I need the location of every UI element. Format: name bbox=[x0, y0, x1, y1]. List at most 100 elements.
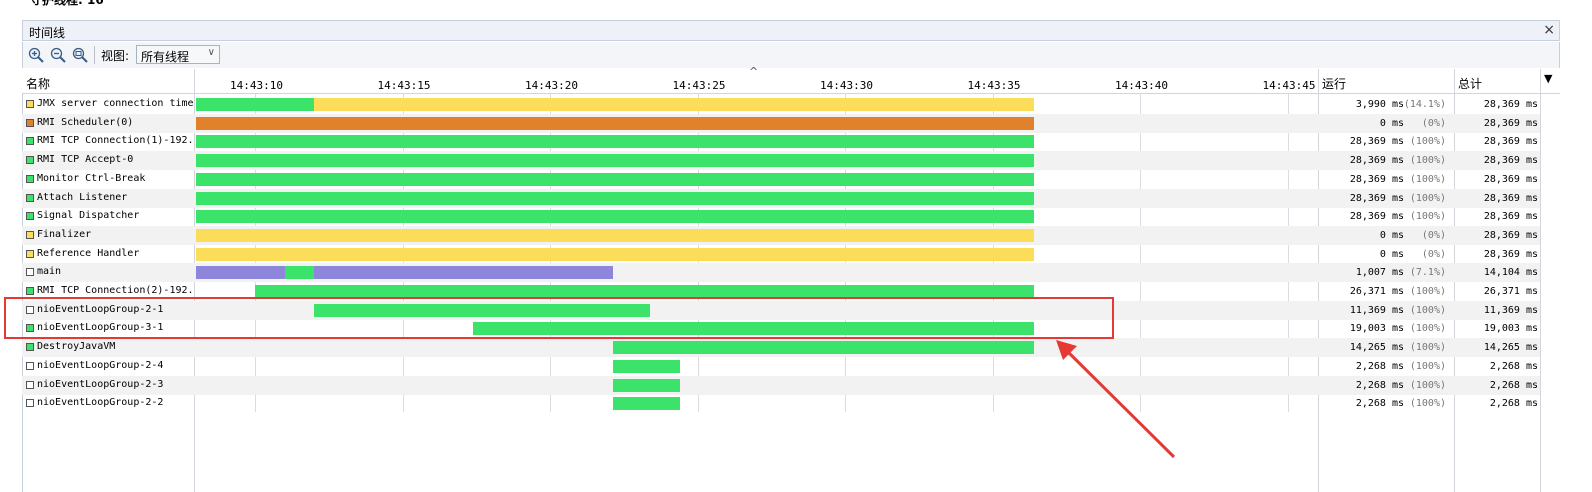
annotation-arrow bbox=[1056, 340, 1176, 459]
toolbar-separator bbox=[94, 46, 95, 64]
thread-name: nioEventLoopGroup-2-1 bbox=[37, 303, 164, 315]
column-header-name[interactable]: 名称 bbox=[22, 69, 194, 94]
thread-row[interactable]: Finalizer 0 ms (0%) 28,369 ms bbox=[22, 225, 1540, 245]
thread-timeline-bar-running bbox=[196, 98, 314, 111]
close-icon[interactable]: × bbox=[1543, 22, 1555, 38]
thread-row[interactable]: nioEventLoopGroup-2-4 2,268 ms (100%) 2,268… bbox=[22, 357, 1540, 376]
run-time-value: 0 ms bbox=[1379, 229, 1404, 241]
thread-row[interactable]: Signal Dispatcher 28,369 ms (100%) 28,369 m… bbox=[22, 207, 1540, 226]
thread-timeline-bar-running bbox=[196, 172, 1034, 186]
thread-name: nioEventLoopGroup-2-3 bbox=[37, 378, 164, 390]
thread-row[interactable]: main 1,007 ms (7.1%) 14,104 ms bbox=[22, 263, 1540, 283]
run-time-value: 28,369 ms bbox=[1349, 192, 1404, 204]
run-time-cell: 26,371 ms (100%) bbox=[1318, 282, 1452, 301]
thread-state-icon bbox=[26, 137, 34, 146]
total-time-cell: 28,369 ms bbox=[1454, 245, 1540, 264]
total-time-value: 28,369 ms bbox=[1483, 211, 1538, 223]
thread-row[interactable]: RMI TCP Connection(1)-192.168 28,369 ms (1… bbox=[22, 132, 1540, 151]
run-time-value: 28,369 ms bbox=[1349, 136, 1404, 148]
run-time-percent: (100%) bbox=[1409, 211, 1446, 223]
thread-name-cell: JMX server connection timeout bbox=[22, 95, 194, 114]
thread-name-cell: Monitor Ctrl-Break bbox=[22, 170, 194, 189]
time-tick-label: 14:43:15 bbox=[377, 79, 431, 92]
thread-timeline-bar-running bbox=[196, 191, 1034, 205]
thread-row[interactable]: DestroyJavaVM 14,265 ms (100%) 14,265 ms bbox=[22, 338, 1540, 358]
total-time-cell: 2,268 ms bbox=[1454, 394, 1540, 413]
run-time-cell: 28,369 ms (100%) bbox=[1318, 151, 1452, 170]
thread-row[interactable]: RMI TCP Accept-0 28,369 ms (100%) 28,369 ms bbox=[22, 151, 1540, 171]
view-select-value: 所有线程 bbox=[141, 50, 190, 64]
run-time-cell: 11,369 ms (100%) bbox=[1318, 301, 1452, 320]
thread-row[interactable]: Attach Listener 28,369 ms (100%) 28,369 ms bbox=[22, 188, 1540, 208]
view-label: 视图: bbox=[101, 49, 130, 63]
zoom-in-icon[interactable] bbox=[27, 46, 45, 64]
thread-row[interactable]: RMI Scheduler(0) 0 ms (0%) 28,369 ms bbox=[22, 113, 1540, 133]
total-time-cell: 14,265 ms bbox=[1454, 338, 1540, 357]
column-header-total[interactable]: 总计 bbox=[1454, 69, 1540, 94]
zoom-fit-icon[interactable] bbox=[71, 46, 89, 64]
run-time-percent: (100%) bbox=[1409, 398, 1446, 410]
column-header-run[interactable]: 运行 bbox=[1318, 69, 1454, 94]
total-time-cell: 14,104 ms bbox=[1454, 263, 1540, 282]
total-time-cell: 2,268 ms bbox=[1454, 357, 1540, 376]
run-time-value: 0 ms bbox=[1379, 117, 1404, 129]
total-time-cell: 19,003 ms bbox=[1454, 319, 1540, 338]
run-time-percent: (100%) bbox=[1409, 304, 1446, 316]
time-gridline bbox=[1140, 94, 1141, 412]
view-select[interactable]: 所有线程 ∨ bbox=[136, 45, 220, 64]
thread-name: nioEventLoopGroup-2-2 bbox=[37, 397, 164, 409]
time-gridline bbox=[1287, 94, 1289, 412]
thread-name-cell: RMI TCP Connection(2)-192.168 bbox=[22, 282, 194, 301]
run-time-percent: (0%) bbox=[1421, 229, 1446, 241]
thread-name: Attach Listener bbox=[37, 191, 128, 203]
collapse-caret-icon[interactable]: ^ bbox=[749, 65, 759, 78]
column-header-total-label: 总计 bbox=[1458, 77, 1483, 91]
zoom-out-icon[interactable] bbox=[49, 46, 67, 64]
run-time-cell: 0 ms (0%) bbox=[1318, 114, 1452, 133]
total-time-value: 28,369 ms bbox=[1483, 192, 1538, 204]
run-time-percent: (100%) bbox=[1409, 173, 1446, 185]
run-time-cell: 19,003 ms (100%) bbox=[1318, 319, 1452, 338]
column-chooser[interactable]: ▼ bbox=[1540, 69, 1560, 94]
thread-name: Monitor Ctrl-Break bbox=[37, 172, 146, 184]
thread-name: nioEventLoopGroup-3-1 bbox=[37, 322, 164, 334]
thread-name: main bbox=[37, 266, 62, 278]
run-time-cell: 28,369 ms (100%) bbox=[1318, 189, 1452, 208]
total-time-cell: 28,369 ms bbox=[1454, 151, 1540, 170]
thread-state-icon bbox=[26, 399, 34, 408]
panel-title: 时间线 bbox=[29, 26, 66, 40]
run-time-value: 26,371 ms bbox=[1349, 286, 1404, 297]
thread-row[interactable]: Reference Handler 0 ms (0%) 28,369 ms bbox=[22, 245, 1540, 264]
thread-timeline-bar-running bbox=[613, 341, 1034, 355]
run-time-cell: 2,268 ms (100%) bbox=[1318, 357, 1452, 376]
total-time-value: 14,104 ms bbox=[1483, 267, 1538, 279]
thread-name: RMI Scheduler(0) bbox=[37, 116, 134, 128]
thread-row[interactable]: RMI TCP Connection(2)-192.168 26,371 ms (1… bbox=[22, 282, 1540, 301]
thread-state-icon bbox=[26, 100, 34, 108]
thread-timeline-bar-park bbox=[196, 116, 1034, 130]
thread-row[interactable]: JMX server connection timeout 3,990 ms(14… bbox=[22, 95, 1540, 114]
run-time-percent: (100%) bbox=[1409, 323, 1446, 335]
thread-name-cell: Reference Handler bbox=[22, 245, 194, 264]
total-time-cell: 28,369 ms bbox=[1454, 114, 1540, 133]
thread-name-cell: Signal Dispatcher bbox=[22, 207, 194, 226]
run-time-cell: 14,265 ms (100%) bbox=[1318, 338, 1452, 357]
thread-row[interactable]: nioEventLoopGroup-2-3 2,268 ms (100%) 2,268… bbox=[22, 375, 1540, 395]
total-time-value: 28,369 ms bbox=[1483, 99, 1538, 110]
thread-name-cell: RMI TCP Accept-0 bbox=[22, 151, 194, 170]
thread-row[interactable]: nioEventLoopGroup-2-1 11,369 ms (100%) 11,3… bbox=[22, 300, 1540, 320]
thread-state-icon bbox=[26, 230, 34, 239]
thread-timeline-bar-running bbox=[284, 266, 314, 280]
daemon-thread-count: 守护线程: 16 bbox=[30, 0, 104, 7]
run-time-value: 19,003 ms bbox=[1349, 323, 1404, 335]
column-header-timeline[interactable]: ^ 14:43:10 14:43:15 14:43:20 14:43:25 14:43:… bbox=[194, 65, 1318, 94]
total-time-cell: 2,268 ms bbox=[1454, 376, 1540, 395]
run-time-percent: (100%) bbox=[1409, 136, 1446, 148]
thread-row[interactable]: nioEventLoopGroup-3-1 19,003 ms (100%) 19,0… bbox=[22, 319, 1540, 338]
run-time-percent: (100%) bbox=[1409, 155, 1446, 167]
thread-name-cell: nioEventLoopGroup-2-3 bbox=[22, 376, 194, 395]
thread-row[interactable]: nioEventLoopGroup-2-2 2,268 ms (100%) 2,268… bbox=[22, 394, 1540, 413]
total-time-cell: 28,369 ms bbox=[1454, 207, 1540, 226]
thread-name: Reference Handler bbox=[37, 247, 140, 259]
thread-row[interactable]: Monitor Ctrl-Break 28,369 ms (100%) 28,369 … bbox=[22, 170, 1540, 189]
